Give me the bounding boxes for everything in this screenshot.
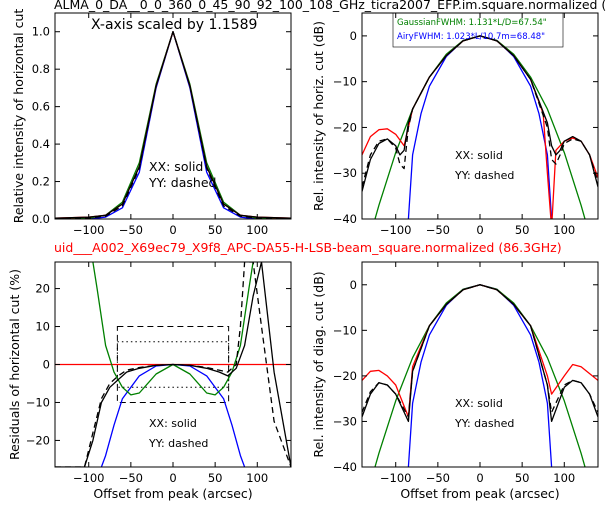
annotation-text: XX: solid — [149, 159, 203, 174]
middle-title: uid___A002_X69ec79_X9f8_APC-DA55-H-LSB-b… — [54, 240, 562, 255]
x-tick-label: 50 — [515, 223, 530, 237]
y-tick-label: 0.6 — [32, 100, 50, 114]
y-tick-label: 0.4 — [32, 137, 50, 151]
y-tick-label: −30 — [333, 414, 357, 428]
series-line-5 — [362, 35, 598, 188]
series-line-5 — [362, 284, 598, 418]
x-tick-label: −100 — [380, 471, 412, 485]
y-tick-label: 1.0 — [32, 25, 50, 39]
x-axis-label: Offset from peak (arcsec) — [400, 486, 559, 501]
x-tick-label: −50 — [426, 223, 450, 237]
y-tick-label: −10 — [333, 323, 357, 337]
x-tick-label: −100 — [73, 471, 105, 485]
series-line-2 — [100, 363, 246, 467]
x-tick-label: −50 — [119, 223, 143, 237]
series-line-5 — [55, 262, 291, 467]
plot-frame — [361, 12, 599, 220]
y-tick-label: 0.8 — [32, 62, 50, 76]
x-tick-label: 0 — [169, 471, 176, 485]
y-tick-label: 0 — [350, 29, 357, 43]
threshold-box-dotted — [116, 341, 230, 388]
series-line-5 — [55, 31, 291, 219]
legend-entry: AiryFWHM: 1.023*L/10.7m=68.48" — [397, 32, 545, 42]
annotation-text: XX: solid — [455, 149, 503, 162]
y-tick-label: 0.2 — [32, 175, 50, 189]
x-tick-label: 100 — [553, 471, 575, 485]
annotation-text: XX: solid — [149, 417, 197, 430]
chart-top_left: −100 −50 0 50 100 0.0 0.2 0.4 0.6 0.8 1.0 Relative … — [11, 9, 292, 237]
annotation-text: YY: dashed — [454, 417, 514, 430]
plot-area — [55, 31, 291, 219]
x-tick-label: 0 — [476, 471, 483, 485]
series-line-1 — [55, 31, 291, 219]
figure-title: ALMA_0_DA__0_0_360_0_45_90_92_100_108_GH… — [54, 0, 606, 12]
y-tick-label: −20 — [26, 433, 50, 447]
x-tick-label: 0 — [476, 223, 483, 237]
annotation-text: XX: solid — [455, 397, 503, 410]
y-axis-label: Rel. intensity of diag. cut (dB) — [311, 271, 326, 457]
x-axis-label: Offset from peak (arcsec) — [93, 486, 252, 501]
annotation-text: YY: dashed — [148, 437, 208, 450]
plot-area — [362, 35, 598, 219]
y-axis-label: Residuals of horizontal cut (%) — [7, 269, 22, 460]
plot-area — [362, 284, 598, 467]
y-axis-label: Relative intensity of horizontal cut — [11, 9, 26, 224]
annotation-text: X-axis scaled by 1.1589 — [91, 17, 257, 33]
y-tick-label: 0.0 — [32, 212, 50, 226]
x-tick-label: −100 — [73, 223, 105, 237]
x-tick-label: −50 — [119, 471, 143, 485]
x-tick-label: 50 — [208, 471, 223, 485]
x-tick-label: −50 — [426, 471, 450, 485]
y-tick-label: 10 — [35, 320, 50, 334]
series-line-2 — [55, 31, 291, 219]
annotation-text: YY: dashed — [454, 169, 514, 182]
series-line-3 — [55, 31, 291, 219]
legend-entry: GaussianFWHM: 1.131*L/D=67.54" — [397, 18, 547, 28]
series-line-1 — [407, 284, 553, 467]
threshold-box-dashed — [116, 326, 230, 403]
y-tick-label: −10 — [26, 395, 50, 409]
charts-group: −100 −50 0 50 1000.00.20.40.60.81.0Relative … — [7, 9, 599, 501]
y-tick-label: 0 — [43, 358, 50, 372]
series-line-4 — [362, 35, 598, 192]
series-line-3 — [362, 35, 598, 219]
y-tick-label: −20 — [333, 120, 357, 134]
y-tick-label: 0 — [350, 278, 357, 292]
y-tick-label: 20 — [35, 282, 50, 296]
legend-frame — [392, 12, 564, 48]
x-tick-label: −100 — [380, 223, 412, 237]
x-tick-label: 100 — [246, 471, 268, 485]
y-tick-label: −40 — [333, 460, 357, 474]
x-tick-label: 100 — [246, 223, 268, 237]
plot-frame — [361, 261, 599, 468]
plot-area — [55, 262, 291, 467]
series-line-1 — [407, 35, 553, 219]
y-tick-label: −20 — [333, 369, 357, 383]
y-tick-label: −10 — [333, 75, 357, 89]
x-tick-label: 100 — [553, 223, 575, 237]
x-tick-label: 50 — [515, 471, 530, 485]
y-axis-label: Rel. intensity of horiz. cut (dB) — [311, 21, 326, 211]
x-tick-label: 0 — [169, 223, 176, 237]
annotation-text: YY: dashed — [148, 175, 216, 190]
y-tick-label: −40 — [333, 212, 357, 226]
series-line-4 — [55, 31, 291, 219]
x-tick-label: 50 — [208, 223, 223, 237]
y-tick-label: −30 — [333, 166, 357, 180]
